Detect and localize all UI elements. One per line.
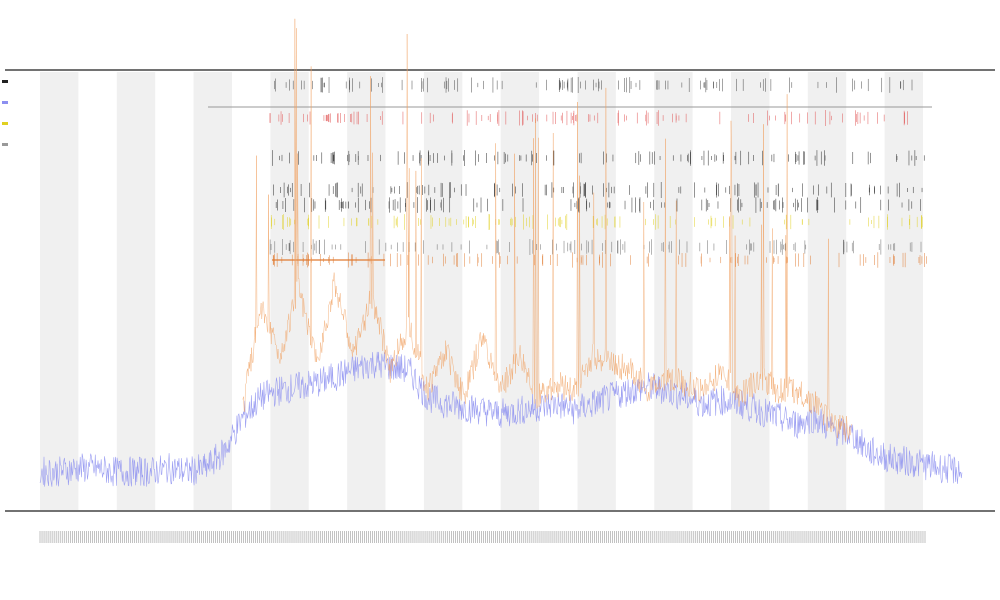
background-band: [577, 72, 616, 510]
legend-item: [2, 120, 10, 128]
background-band: [884, 72, 923, 510]
legend: [2, 78, 10, 149]
legend-swatch: [2, 142, 8, 146]
series-main-line: [39, 351, 963, 487]
series-spikes-line: [242, 18, 852, 442]
background-band: [347, 72, 386, 510]
legend-item: [2, 141, 10, 149]
legend-swatch: [2, 79, 8, 83]
background-band: [423, 72, 463, 510]
legend-item: [2, 78, 10, 86]
background-band: [654, 72, 693, 510]
legend-swatch: [2, 121, 8, 125]
background-band: [270, 72, 309, 510]
legend-swatch: [2, 100, 8, 104]
background-band: [193, 72, 232, 510]
legend-item: [2, 99, 10, 107]
background-band: [40, 72, 79, 510]
background-band: [500, 72, 540, 510]
background-band: [116, 72, 156, 510]
background-band: [807, 72, 847, 510]
